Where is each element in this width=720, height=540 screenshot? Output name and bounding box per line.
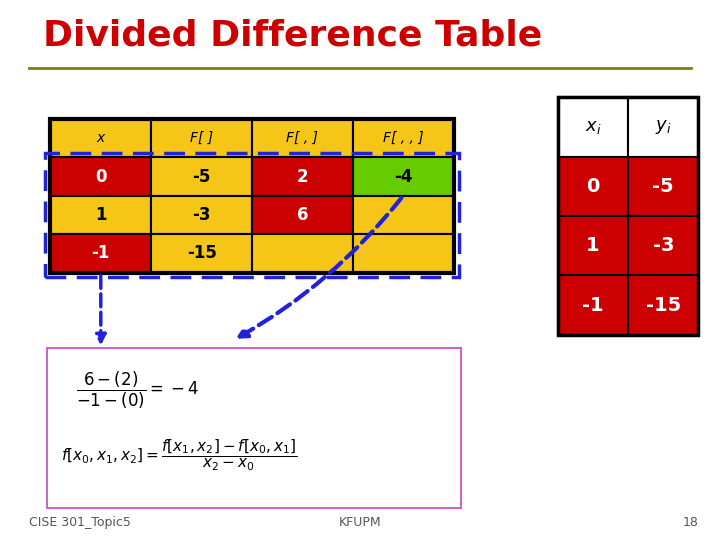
Bar: [353, 234, 454, 273]
Text: -5: -5: [652, 177, 674, 196]
Bar: [628, 157, 698, 216]
Text: -5: -5: [192, 167, 211, 186]
Text: 18: 18: [683, 516, 698, 529]
Bar: [353, 119, 454, 157]
Text: x: x: [96, 131, 105, 145]
Bar: [252, 195, 353, 234]
Text: -4: -4: [394, 167, 413, 186]
Bar: [628, 97, 698, 157]
Text: 1: 1: [95, 206, 107, 224]
Bar: [628, 216, 698, 275]
Text: 0: 0: [586, 177, 600, 196]
Bar: [252, 157, 353, 195]
Text: -3: -3: [652, 236, 674, 255]
Text: 6: 6: [297, 206, 308, 224]
Text: Divided Difference Table: Divided Difference Table: [43, 19, 542, 53]
Bar: [558, 97, 628, 157]
Text: $x_i$: $x_i$: [585, 118, 601, 136]
Text: -15: -15: [186, 245, 217, 262]
Bar: [50, 119, 454, 273]
Bar: [47, 348, 461, 508]
Bar: [558, 216, 628, 275]
Text: 1: 1: [586, 236, 600, 255]
Bar: [50, 119, 151, 157]
Bar: [151, 195, 252, 234]
Bar: [252, 119, 353, 157]
Text: 2: 2: [297, 167, 308, 186]
Bar: [353, 195, 454, 234]
Bar: [252, 234, 353, 273]
Text: $\dfrac{6-(2)}{-1-(0)} = -4$: $\dfrac{6-(2)}{-1-(0)} = -4$: [76, 370, 199, 411]
Text: -15: -15: [646, 295, 681, 315]
Text: $y_i$: $y_i$: [655, 118, 672, 136]
Bar: [558, 157, 628, 216]
Bar: [45, 153, 459, 277]
Text: $f[x_0, x_1, x_2] = \dfrac{f[x_1, x_2] - f[x_0, x_1]}{x_2 - x_0}$: $f[x_0, x_1, x_2] = \dfrac{f[x_1, x_2] -…: [61, 437, 297, 473]
Text: -1: -1: [91, 245, 110, 262]
Text: F[ ]: F[ ]: [190, 131, 213, 145]
Text: CISE 301_Topic5: CISE 301_Topic5: [29, 516, 130, 529]
Text: KFUPM: KFUPM: [338, 516, 382, 529]
Text: 0: 0: [95, 167, 107, 186]
Bar: [151, 119, 252, 157]
Bar: [151, 157, 252, 195]
Bar: [558, 275, 628, 335]
Bar: [353, 157, 454, 195]
Text: -1: -1: [582, 295, 604, 315]
Text: F[ , , ]: F[ , , ]: [383, 131, 423, 145]
Bar: [50, 157, 151, 195]
Bar: [628, 275, 698, 335]
Bar: [151, 234, 252, 273]
Bar: [50, 234, 151, 273]
Bar: [558, 97, 698, 335]
Text: -3: -3: [192, 206, 211, 224]
Text: F[ , ]: F[ , ]: [287, 131, 318, 145]
Bar: [50, 195, 151, 234]
